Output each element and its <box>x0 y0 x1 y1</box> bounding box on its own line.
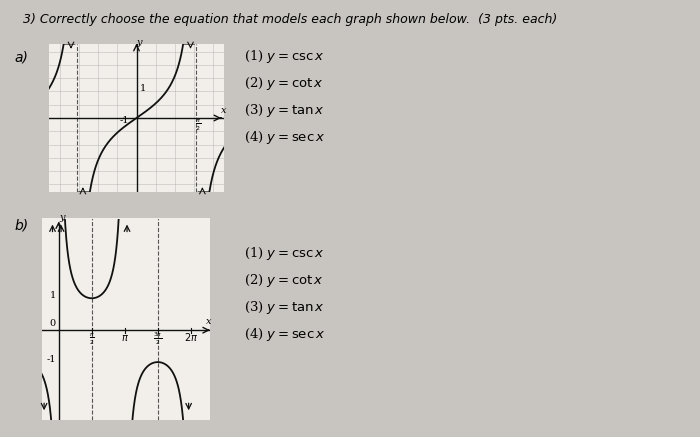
Text: -1: -1 <box>46 355 56 364</box>
Text: a): a) <box>15 50 29 64</box>
Text: $\pi$: $\pi$ <box>121 333 129 343</box>
Text: 1: 1 <box>50 291 56 300</box>
Text: -1: -1 <box>120 116 129 125</box>
Text: b): b) <box>15 218 29 232</box>
Text: x: x <box>220 106 226 115</box>
Text: (3) $y = \tan x$: (3) $y = \tan x$ <box>244 299 325 316</box>
Text: (3) $y = \tan x$: (3) $y = \tan x$ <box>244 102 325 119</box>
Text: y: y <box>136 38 142 47</box>
Text: (1) $y = \csc x$: (1) $y = \csc x$ <box>244 245 325 262</box>
Text: x: x <box>206 317 211 326</box>
Text: (4) $y = \sec x$: (4) $y = \sec x$ <box>244 129 326 146</box>
Text: (1) $y = \csc x$: (1) $y = \csc x$ <box>244 48 325 65</box>
Text: $\frac{3\pi}{2}$: $\frac{3\pi}{2}$ <box>153 331 162 347</box>
Text: $2\pi$: $2\pi$ <box>183 331 198 343</box>
Text: 3) Correctly choose the equation that models each graph shown below.  (3 pts. ea: 3) Correctly choose the equation that mo… <box>23 13 557 26</box>
Text: $\frac{\pi}{2}$: $\frac{\pi}{2}$ <box>89 332 95 347</box>
Text: (4) $y = \sec x$: (4) $y = \sec x$ <box>244 326 326 343</box>
Text: 0: 0 <box>50 319 56 328</box>
Text: $\frac{\pi}{2}$: $\frac{\pi}{2}$ <box>195 118 201 132</box>
Text: (2) $y = \cot x$: (2) $y = \cot x$ <box>244 75 324 92</box>
Text: y: y <box>60 213 64 222</box>
Text: (2) $y = \cot x$: (2) $y = \cot x$ <box>244 272 324 289</box>
Text: 1: 1 <box>139 84 146 94</box>
